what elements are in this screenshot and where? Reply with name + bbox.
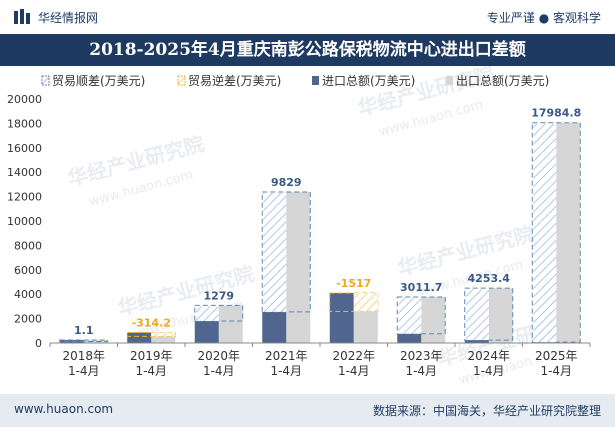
data-label: 1.1 bbox=[74, 324, 94, 337]
surplus-hatch bbox=[398, 297, 422, 334]
export-bar bbox=[488, 288, 513, 343]
x-tick-label: 2018年 1-4月 bbox=[62, 349, 105, 378]
legend-label: 进口总额(万美元) bbox=[322, 74, 415, 88]
import-bar bbox=[194, 321, 219, 343]
data-label: 3011.7 bbox=[400, 281, 442, 294]
legend-swatch bbox=[312, 76, 319, 85]
x-tick-label: 2022年 1-4月 bbox=[332, 349, 375, 378]
x-tick-label: 2025年 1-4月 bbox=[535, 349, 578, 378]
export-bar bbox=[151, 336, 176, 343]
tagline: 专业严谨 ● 客观科学 bbox=[486, 11, 601, 25]
y-tick-label: 0 bbox=[35, 337, 42, 350]
import-bar bbox=[329, 292, 354, 343]
chart-title: 2018-2025年4月重庆南彭公路保税物流中心进出口差额 bbox=[89, 40, 526, 60]
legend-label: 出口总额(万美元) bbox=[456, 74, 549, 88]
footer-bar: www.huaon.com 数据来源：中国海关，华经产业研究院整理 bbox=[0, 394, 615, 427]
export-bar bbox=[353, 311, 378, 343]
deficit-hatch bbox=[353, 292, 378, 312]
x-tick-label: 2021年 1-4月 bbox=[265, 349, 308, 378]
y-tick-label: 2000 bbox=[14, 313, 42, 326]
surplus-hatch bbox=[533, 123, 557, 343]
x-axis: 2018年 1-4月 2019年 1-4月 2020年 1-4月 2021年 1-4月 2022… bbox=[49, 342, 591, 378]
x-tick-label: 2024年 1-4月 bbox=[467, 349, 510, 378]
surplus-hatch bbox=[195, 306, 219, 322]
y-tick-label: 12000 bbox=[7, 191, 42, 204]
title-bar: 2018-2025年4月重庆南彭公路保税物流中心进出口差额 bbox=[0, 34, 615, 66]
y-tick-label: 16000 bbox=[7, 142, 42, 155]
surplus-bar bbox=[261, 191, 311, 313]
legend-swatch bbox=[41, 75, 50, 86]
import-bar bbox=[262, 311, 287, 343]
y-axis: 0 2000 4000 6000 8000 10000 12000 14000 16000 180… bbox=[7, 93, 42, 350]
legend-label: 贸易逆差(万美元) bbox=[188, 73, 281, 88]
legend: 贸易顺差(万美元) 贸易逆差(万美元) 进口总额(万美元) 出口总额(万美元) bbox=[41, 73, 549, 88]
surplus-bar bbox=[194, 304, 244, 322]
data-label: 17984.8 bbox=[531, 107, 581, 120]
bars-group: 1.1 -314.2 1279 9829 -1517 3011.7 4253.4 17984.… bbox=[59, 107, 581, 343]
bar-chart: 华经产业研究院 www.huaon.com 华经产业研究院 www.huaon.… bbox=[7, 66, 591, 388]
brand-name: 华经情报网 bbox=[38, 11, 99, 25]
legend-label: 贸易顺差(万美元) bbox=[52, 74, 145, 88]
import-bar bbox=[464, 340, 489, 343]
y-tick-label: 18000 bbox=[7, 117, 42, 130]
data-label: 1279 bbox=[203, 289, 234, 302]
data-source: 数据来源：中国海关，华经产业研究院整理 bbox=[372, 404, 601, 418]
deficit-hatch bbox=[151, 332, 176, 337]
y-tick-label: 6000 bbox=[14, 264, 42, 277]
export-bar bbox=[556, 122, 581, 343]
export-bar bbox=[83, 340, 108, 343]
data-label: -1517 bbox=[336, 277, 371, 290]
y-tick-label: 20000 bbox=[7, 93, 42, 106]
surplus-bar bbox=[59, 339, 109, 343]
legend-swatch bbox=[177, 75, 186, 86]
data-label: -314.2 bbox=[132, 317, 171, 330]
import-bar bbox=[59, 340, 84, 343]
top-bar: 华经情报网 专业严谨 ● 客观科学 bbox=[0, 0, 615, 34]
x-tick-label: 2023年 1-4月 bbox=[400, 349, 443, 378]
y-tick-label: 8000 bbox=[14, 239, 42, 252]
data-label: 9829 bbox=[271, 176, 302, 189]
huajing-logo-icon bbox=[14, 9, 30, 24]
y-tick-label: 14000 bbox=[7, 166, 42, 179]
site-url: www.huaon.com bbox=[14, 402, 114, 416]
y-tick-label: 10000 bbox=[7, 215, 42, 228]
import-bar bbox=[397, 333, 422, 343]
import-bar bbox=[127, 332, 152, 343]
y-tick-label: 4000 bbox=[14, 288, 42, 301]
surplus-hatch bbox=[465, 289, 489, 341]
legend-swatch bbox=[446, 76, 453, 85]
data-label: 4253.4 bbox=[468, 272, 511, 285]
x-tick-label: 2020年 1-4月 bbox=[197, 349, 240, 378]
export-bar bbox=[286, 191, 311, 343]
export-bar bbox=[218, 305, 243, 343]
export-bar bbox=[421, 296, 446, 343]
surplus-hatch bbox=[263, 192, 287, 312]
x-tick-label: 2019年 1-4月 bbox=[130, 349, 173, 378]
